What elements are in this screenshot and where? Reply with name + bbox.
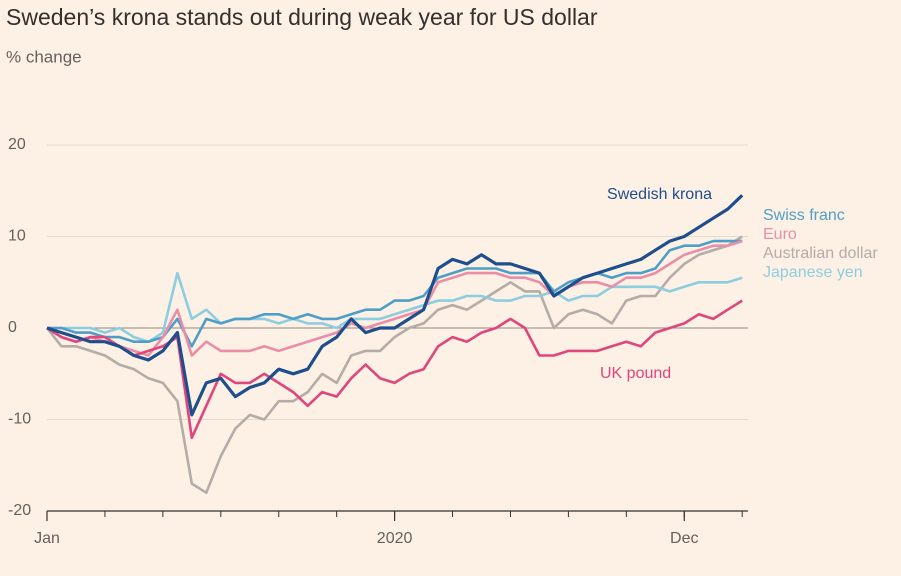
series-label: Japanese yen (763, 264, 863, 281)
x-tick-label: Jan (34, 530, 60, 547)
chart-title: Sweden’s krona stands out during weak ye… (6, 4, 598, 30)
series-line (46, 299, 743, 440)
series-line (45, 235, 743, 494)
y-tick-label: 20 (8, 136, 26, 153)
series-line (46, 194, 744, 417)
y-tick-label: -20 (8, 502, 31, 519)
series-label: Swiss franc (763, 207, 845, 224)
series-label: Swedish krona (607, 186, 712, 203)
y-tick-label: -10 (8, 411, 31, 428)
series-line (46, 239, 743, 357)
series-label: Australian dollar (763, 245, 878, 262)
series-line (47, 271, 743, 343)
y-tick-label: 10 (8, 228, 26, 245)
series-label: Euro (763, 226, 797, 243)
x-tick-label: 2020 (377, 530, 413, 547)
chart-subtitle: % change (6, 47, 82, 66)
x-tick-label: Dec (670, 530, 698, 547)
y-tick-label: 0 (8, 319, 17, 336)
series-label: UK pound (600, 365, 671, 382)
